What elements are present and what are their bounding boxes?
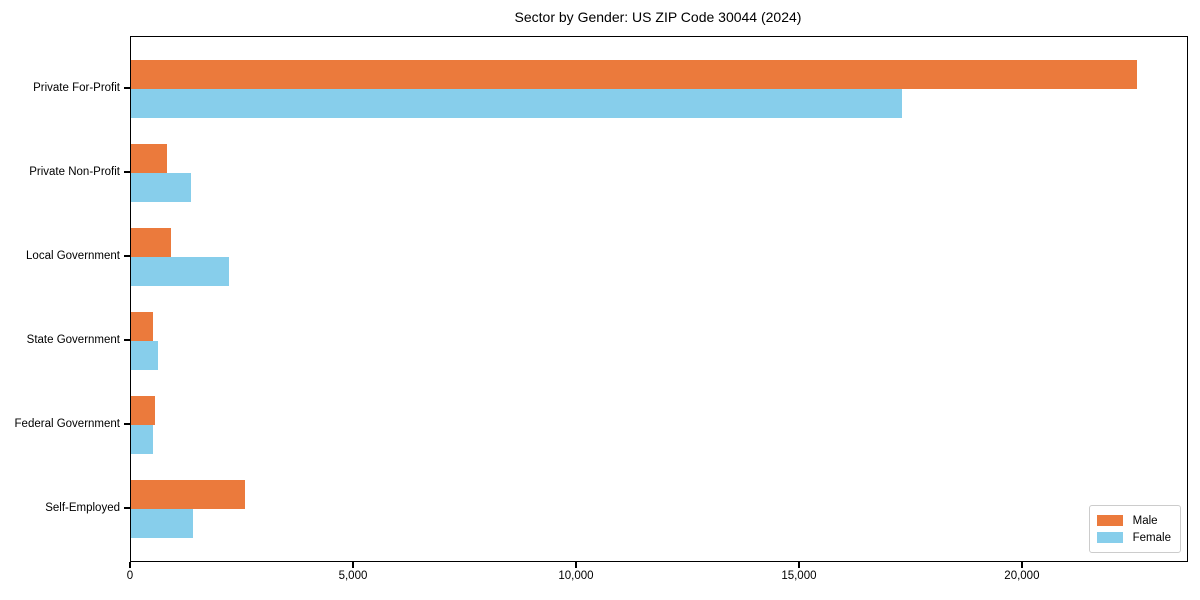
legend-label-male: Male: [1132, 514, 1158, 527]
y-tick: [124, 171, 130, 173]
legend: Male Female: [1088, 505, 1181, 553]
bar-female-0: [131, 89, 902, 118]
bar-female-4: [131, 425, 153, 454]
bar-female-2: [131, 257, 229, 286]
y-tick: [124, 423, 130, 425]
bar-male-4: [131, 396, 155, 425]
bar-male-2: [131, 228, 171, 257]
x-tick-label: 0: [126, 570, 134, 582]
x-tick-label: 15,000: [781, 570, 817, 582]
bar-male-3: [131, 312, 154, 341]
y-tick: [124, 255, 130, 257]
bar-female-3: [131, 341, 158, 370]
x-tick-label: 20,000: [1004, 570, 1040, 582]
legend-entry-female: Female: [1096, 529, 1171, 546]
y-tick-label: Self-Employed: [45, 502, 120, 514]
x-tick: [129, 561, 131, 568]
x-tick: [352, 561, 354, 568]
y-tick-label: Private For-Profit: [33, 82, 120, 94]
y-tick-label: State Government: [26, 334, 120, 346]
legend-entry-male: Male: [1096, 512, 1171, 529]
y-tick: [124, 87, 130, 89]
y-tick: [124, 507, 130, 509]
y-tick: [124, 339, 130, 341]
y-tick-label: Private Non-Profit: [29, 166, 120, 178]
bar-male-0: [131, 60, 1137, 89]
x-tick-label: 10,000: [558, 570, 594, 582]
legend-swatch-male: [1096, 515, 1123, 526]
legend-swatch-female: [1096, 532, 1123, 543]
bar-female-5: [131, 509, 193, 538]
bar-female-1: [131, 173, 191, 202]
y-tick-label: Local Government: [26, 250, 120, 262]
x-tick: [798, 561, 800, 568]
y-tick-label: Federal Government: [14, 418, 120, 430]
x-tick-label: 5,000: [338, 570, 368, 582]
plot-area: Male Female: [130, 36, 1188, 562]
legend-label-female: Female: [1132, 531, 1171, 544]
x-tick: [1021, 561, 1023, 568]
bar-male-5: [131, 480, 246, 509]
x-tick: [575, 561, 577, 568]
chart-title: Sector by Gender: US ZIP Code 30044 (202…: [514, 9, 802, 25]
bar-male-1: [131, 144, 168, 173]
